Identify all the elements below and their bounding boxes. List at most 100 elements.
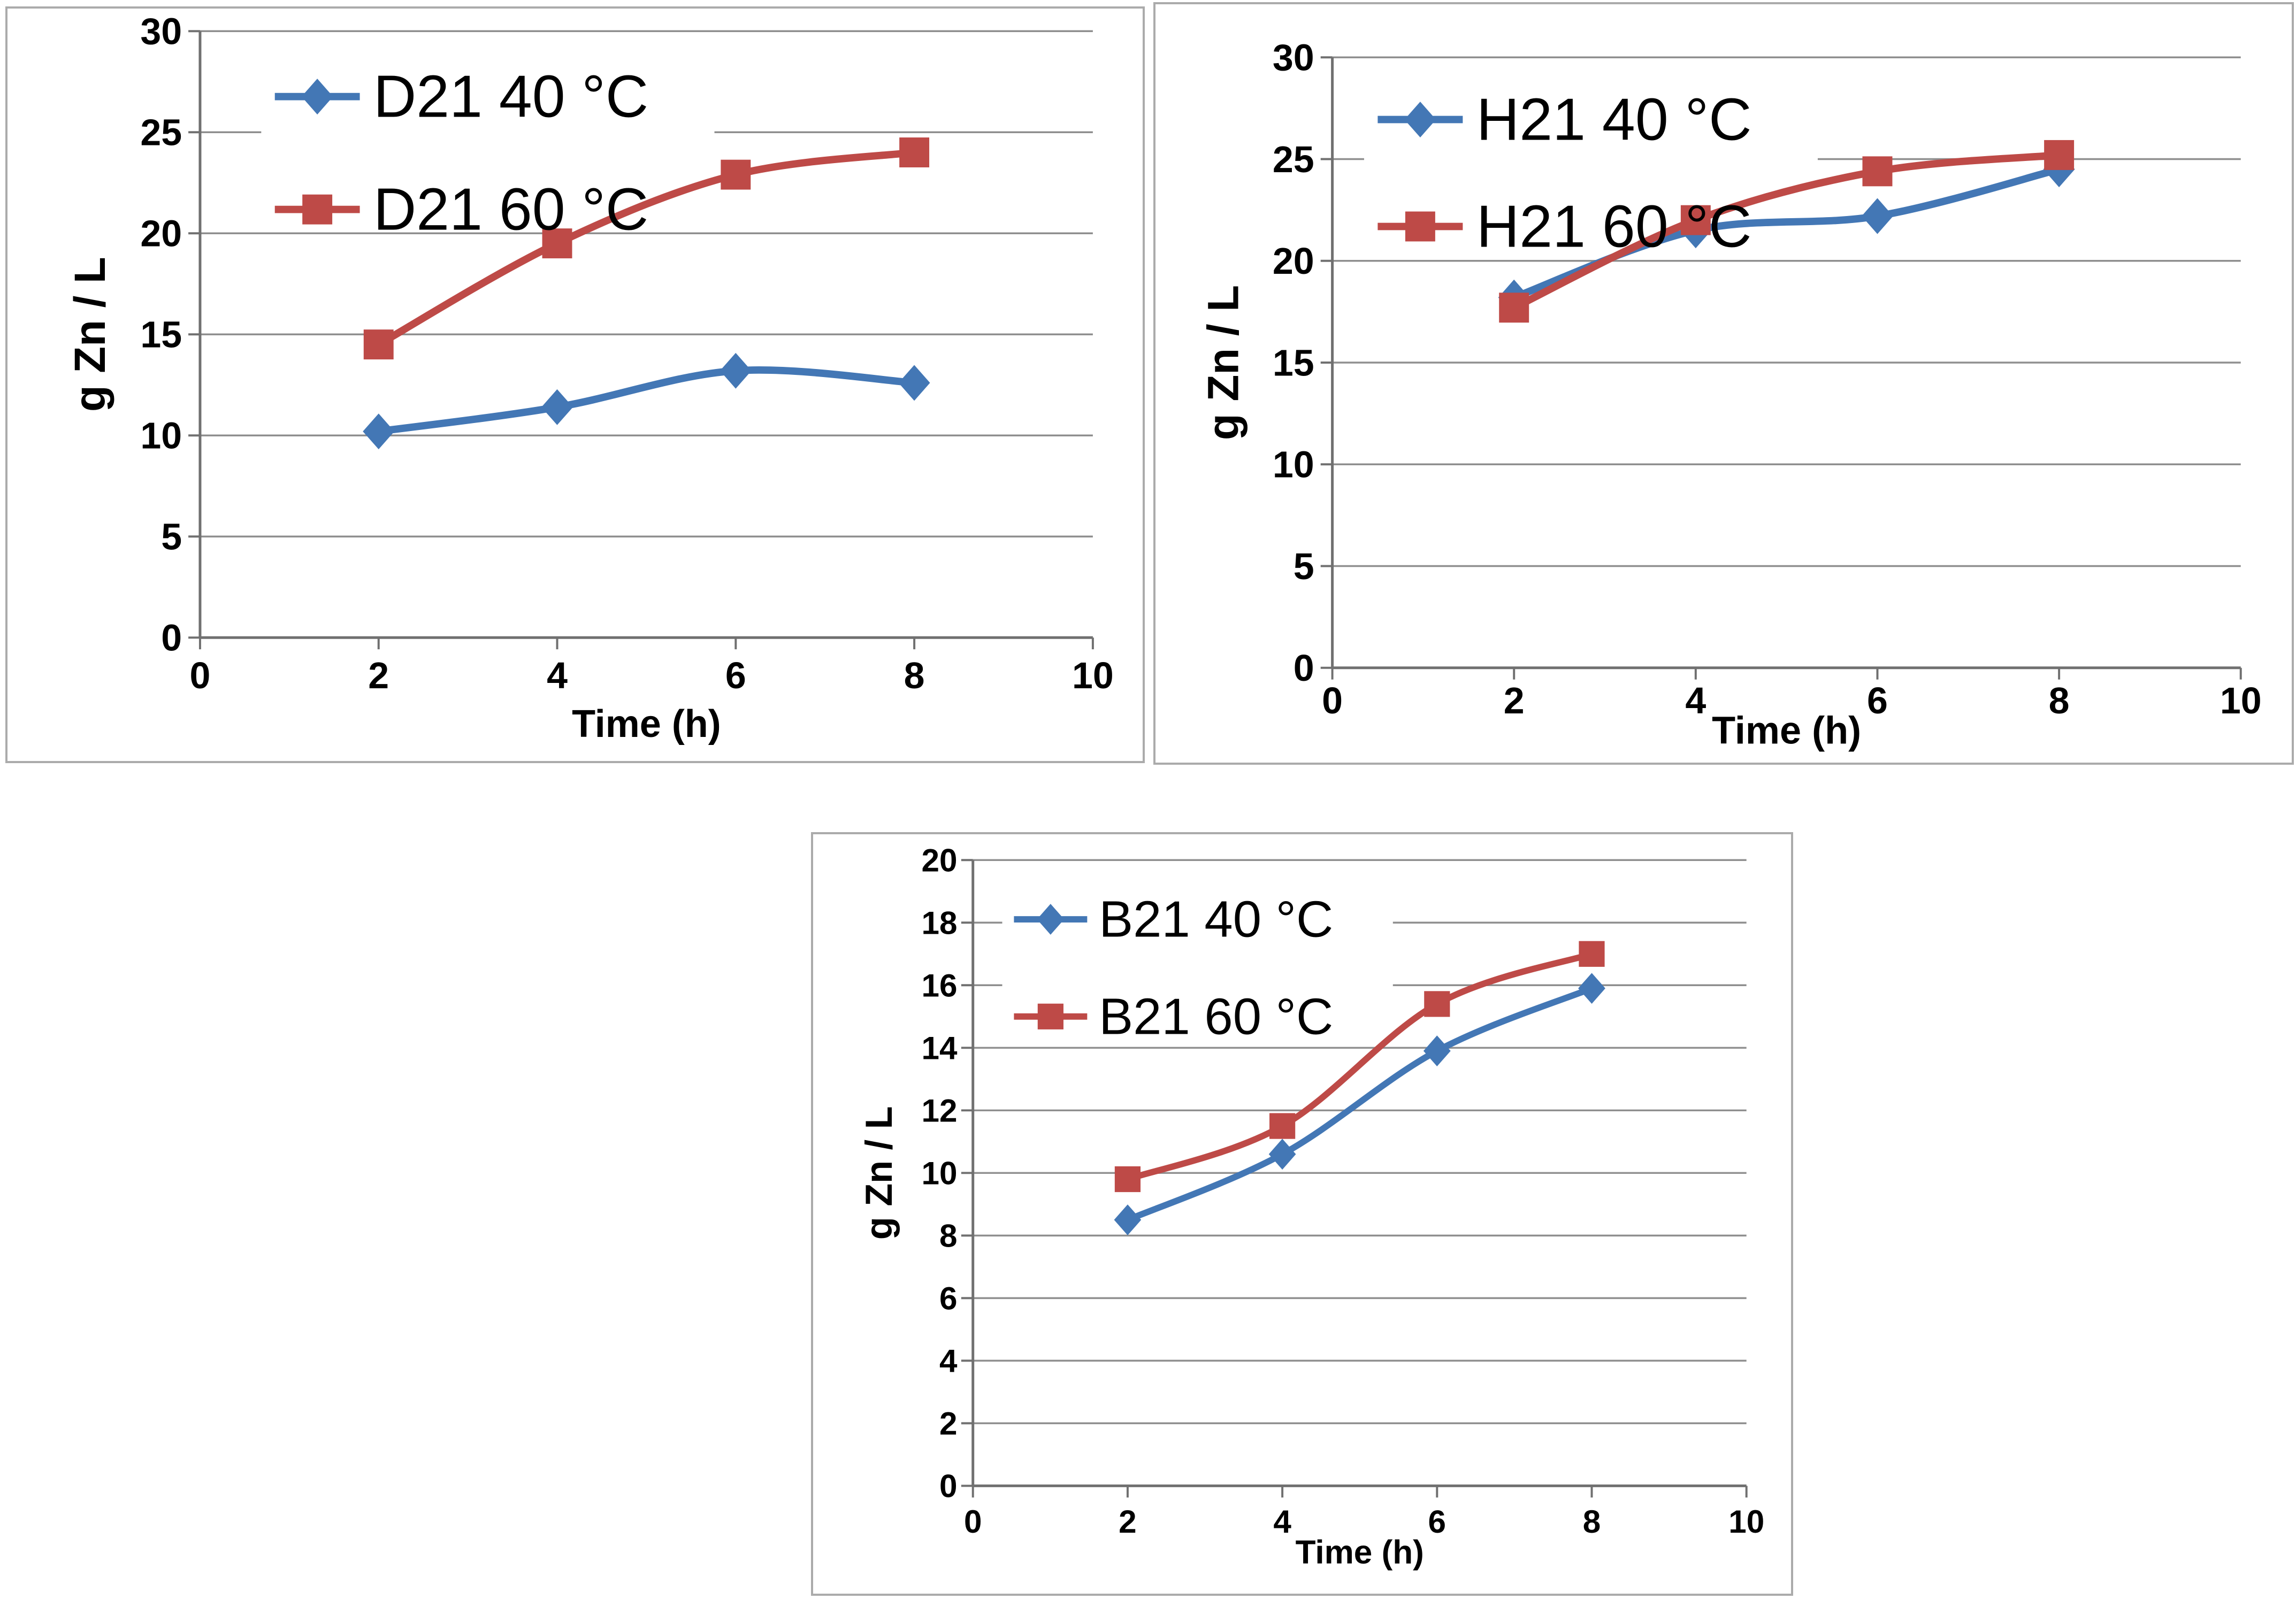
series-40c-line [1124,985,1595,1224]
series-60c-line [1510,151,2063,312]
x-tick-label-0: 0 [964,1503,982,1540]
x-tick-label-8: 8 [1583,1503,1601,1540]
x-tick-labels: 0 2 4 6 8 10 [1322,680,2262,721]
legend-label: D21 60 °C [373,175,648,242]
series-40c-marker-2h [363,413,395,450]
series-60c-markers [363,137,930,360]
y-axis-title: g Zn / L [858,1106,900,1240]
legend-marker-square [1405,211,1435,242]
legend-label: D21 40 °C [373,63,648,129]
legend-background [261,51,715,232]
y-tick-label-2: 2 [939,1405,958,1441]
x-tick-label-10: 10 [1072,655,1114,696]
series-60c-marker-2h [363,329,394,360]
y-tick-labels: 0 5 10 15 20 25 30 [1273,37,1314,689]
x-tick-label-2: 2 [1504,680,1525,721]
chart-panel-d21: 0 5 10 15 20 25 30 0 2 4 6 8 10 D21 40 °C D21 60 °C g Z… [5,6,1145,763]
x-tick-label-0: 0 [1322,680,1343,721]
legend: D21 40 °C D21 60 °C [274,63,648,242]
series-60c-marker-8h [1579,941,1605,967]
series-40c-marker-6h [1423,1035,1451,1066]
x-tick-label-6: 6 [1867,680,1888,721]
y-tick-label-10: 10 [922,1155,958,1191]
legend-background [1364,74,1818,250]
x-tick-label-4: 4 [1273,1503,1291,1540]
series-60c-marker-6h [1862,156,1893,187]
y-tick-label-0: 0 [161,617,182,659]
series-60c-marker-6h [1424,991,1450,1017]
y-tick-label-0: 0 [939,1467,958,1504]
y-tick-label-10: 10 [140,415,182,457]
legend-entry-60c: B21 60 °C [1014,988,1333,1045]
series-40c-marker-2h [1114,1204,1142,1235]
y-tick-label-5: 5 [161,516,182,558]
legend-entry-60c: H21 60 °C [1377,193,1752,259]
legend-marker-diamond [301,79,333,115]
series-60c-marker-6h [721,159,751,190]
y-tick-label-25: 25 [140,112,182,153]
y-tick-label-6: 6 [939,1280,958,1316]
legend-marker-square [1037,1003,1063,1029]
y-tick-label-18: 18 [922,904,958,941]
axis-ticks [961,859,1748,1498]
legend-marker-square [302,194,333,225]
line-chart-h21: 0 5 10 15 20 25 30 0 2 4 6 8 10 H21 40 °C H21 60 °C g Z… [1199,37,2262,752]
y-tick-label-20: 20 [922,842,958,878]
x-tick-label-2: 2 [368,655,389,696]
y-tick-label-20: 20 [1273,240,1314,282]
series-60c-marker-8h [2044,140,2075,170]
series-40c-markers [363,352,930,450]
x-tick-labels: 0 2 4 6 8 10 [190,655,1114,696]
y-tick-label-4: 4 [939,1342,958,1379]
legend-entry-40c: B21 40 °C [1014,891,1333,948]
series-40c-marker-6h [720,352,752,389]
y-tick-label-0: 0 [1294,647,1314,689]
y-axis-title: g Zn / L [1199,285,1248,440]
x-tick-labels: 0 2 4 6 8 10 [964,1503,1764,1540]
x-axis-title: Time (h) [1712,709,1861,752]
x-tick-label-0: 0 [190,655,211,696]
series-40c-marker-4h [1268,1139,1296,1170]
legend-label: H21 60 °C [1476,193,1752,259]
series-60c-line [1124,950,1595,1182]
series-60c-marker-4h [1680,205,1711,235]
series-40c-marker-8h [1578,973,1605,1004]
axis-ticks [1320,56,2242,680]
x-axis-title: Time (h) [1296,1534,1424,1571]
x-tick-label-8: 8 [2049,680,2070,721]
x-tick-label-4: 4 [547,655,568,696]
legend-label: B21 60 °C [1099,988,1333,1045]
series-60c-marker-4h [542,228,572,259]
series-60c-markers [1499,140,2075,323]
y-tick-label-12: 12 [922,1092,958,1128]
series-40c-marker-4h [541,389,573,425]
chart-panel-b21: 0 2 4 6 8 10 12 14 16 18 20 0 2 4 6 8 10 B21 40 °C B21 60 … [811,832,1793,1596]
legend-entry-60c: D21 60 °C [274,175,648,242]
x-tick-label-6: 6 [725,655,746,696]
legend-entry-40c: D21 40 °C [274,63,648,129]
legend-marker-diamond [1037,904,1065,935]
series-60c-marker-2h [1114,1166,1141,1193]
legend-marker-diamond [1404,102,1436,137]
line-chart-b21: 0 2 4 6 8 10 12 14 16 18 20 0 2 4 6 8 10 B21 40 °C B21 60 … [858,842,1764,1571]
series-60c-marker-8h [899,137,930,167]
y-tick-label-20: 20 [140,213,182,255]
x-tick-label-2: 2 [1119,1503,1137,1540]
legend-label: H21 40 °C [1476,86,1752,152]
legend-label: B21 40 °C [1099,891,1333,948]
series-40c-line [374,366,918,435]
chart-panel-h21: 0 5 10 15 20 25 30 0 2 4 6 8 10 H21 40 °C H21 60 °C g Z… [1153,2,2294,765]
y-tick-label-5: 5 [1294,545,1314,587]
series-40c-marker-6h [1862,198,1893,234]
x-tick-label-10: 10 [2220,680,2262,721]
y-axis-title: g Zn / L [66,257,114,412]
y-tick-label-8: 8 [939,1217,958,1254]
y-tick-label-15: 15 [140,314,182,356]
series-60c-markers [1114,941,1605,1193]
y-tick-label-10: 10 [1273,444,1314,486]
axis-ticks [188,30,1094,650]
y-tick-labels: 0 2 4 6 8 10 12 14 16 18 20 [922,842,958,1504]
x-tick-label-10: 10 [1728,1503,1764,1540]
y-tick-label-30: 30 [140,11,182,52]
x-tick-label-8: 8 [904,655,925,696]
